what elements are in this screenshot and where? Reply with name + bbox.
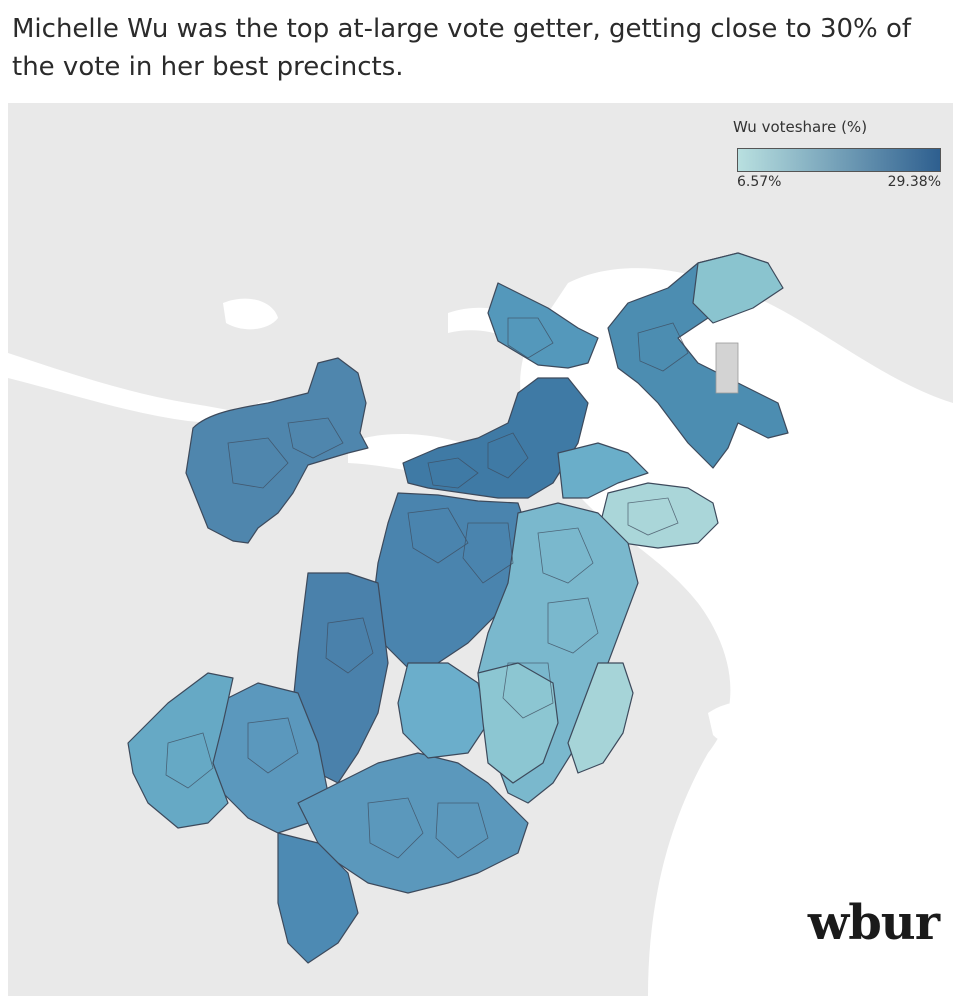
precinct-borders	[165, 317, 689, 859]
airport-block	[715, 342, 739, 394]
page-title: Michelle Wu was the top at-large vote ge…	[12, 14, 912, 82]
precinct-map[interactable]	[8, 103, 953, 996]
legend-min-label: 6.57%	[737, 174, 782, 190]
region-back-bay	[402, 377, 589, 499]
legend: Wu voteshare (%) 6.57% 29.38%	[733, 118, 943, 190]
region-hyde-park	[297, 752, 529, 894]
legend-title: Wu voteshare (%)	[733, 118, 868, 136]
region-allston-brighton	[185, 357, 369, 544]
water-bodies	[8, 268, 953, 996]
legend-max-label: 29.38%	[887, 174, 941, 190]
precinct-regions[interactable]	[127, 252, 789, 964]
map-container[interactable]: Wu voteshare (%) 6.57% 29.38% wbur	[8, 103, 953, 996]
region-jamaica-plain	[292, 572, 389, 784]
region-hyde-park-south	[277, 832, 359, 964]
region-dorchester-coast	[567, 662, 634, 774]
legend-gradient-bar	[737, 148, 941, 172]
region-east-boston-north	[692, 252, 784, 324]
region-west-roxbury	[127, 672, 234, 829]
region-mattapan	[397, 662, 489, 759]
wbur-logo: wbur	[807, 895, 940, 951]
region-mattapan-east	[477, 662, 559, 784]
region-seaport	[557, 442, 649, 499]
region-charlestown	[487, 282, 599, 369]
